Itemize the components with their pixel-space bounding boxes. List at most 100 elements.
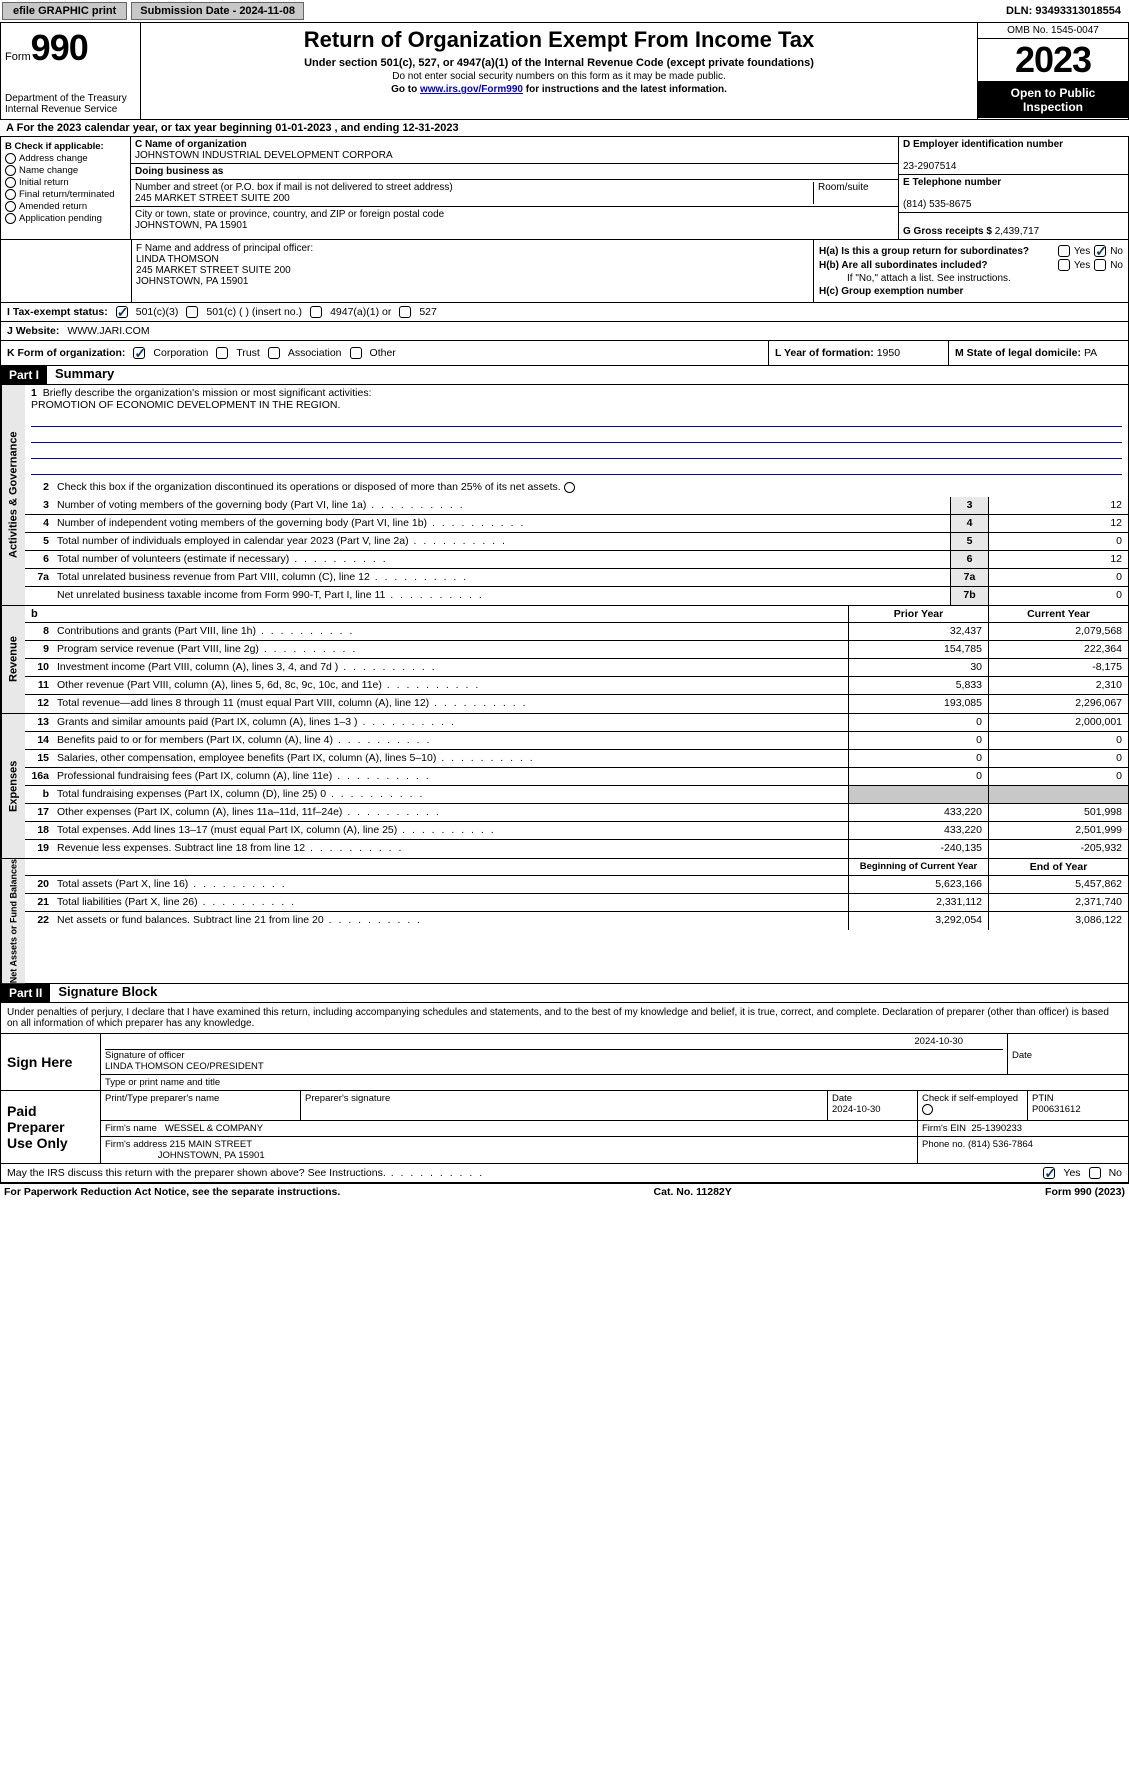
part1-badge: Part I xyxy=(1,366,47,384)
table-row: 10 Investment income (Part VIII, column … xyxy=(25,659,1128,677)
firm-addr1: 215 MAIN STREET xyxy=(170,1139,252,1150)
signature-intro: Under penalties of perjury, I declare th… xyxy=(0,1003,1129,1034)
officer-addr1: 245 MARKET STREET SUITE 200 xyxy=(136,265,291,276)
q1-label: Briefly describe the organization's miss… xyxy=(43,387,372,399)
sig-officer-label: Signature of officer xyxy=(105,1050,185,1061)
footer: For Paperwork Reduction Act Notice, see … xyxy=(0,1183,1129,1200)
firm-phone: (814) 536-7864 xyxy=(968,1139,1033,1150)
table-row: 21 Total liabilities (Part X, line 26) 2… xyxy=(25,894,1128,912)
date-label: Date xyxy=(1012,1050,1032,1061)
i-527[interactable] xyxy=(399,306,411,318)
table-row: 18 Total expenses. Add lines 13–17 (must… xyxy=(25,822,1128,840)
instructions-link[interactable]: www.irs.gov/Form990 xyxy=(420,84,523,95)
discuss-text: May the IRS discuss this return with the… xyxy=(7,1167,484,1179)
discuss-yes[interactable] xyxy=(1043,1167,1055,1179)
box-b-label: B Check if applicable: xyxy=(5,141,126,152)
hb-yes[interactable] xyxy=(1058,259,1070,271)
hb-note: If "No," attach a list. See instructions… xyxy=(819,273,1123,284)
part2-badge: Part II xyxy=(1,984,50,1002)
col-begin: Beginning of Current Year xyxy=(848,859,988,875)
table-row: 6 Total number of volunteers (estimate i… xyxy=(25,551,1128,569)
department: Department of the Treasury Internal Reve… xyxy=(5,93,136,115)
ein-label: D Employer identification number xyxy=(903,139,1063,150)
efile-button[interactable]: efile GRAPHIC print xyxy=(2,2,127,20)
discuss-no[interactable] xyxy=(1089,1167,1101,1179)
k-other[interactable] xyxy=(350,347,362,359)
checkbox-address-change[interactable] xyxy=(5,153,16,164)
m-label: M State of legal domicile: xyxy=(955,347,1081,359)
checkbox-initial-return[interactable] xyxy=(5,177,16,188)
table-row: 3 Number of voting members of the govern… xyxy=(25,497,1128,515)
firm-addr2: JOHNSTOWN, PA 15901 xyxy=(158,1150,265,1161)
table-row: 13 Grants and similar amounts paid (Part… xyxy=(25,714,1128,732)
paid-preparer-label: Paid Preparer Use Only xyxy=(1,1091,101,1163)
gross-value: 2,439,717 xyxy=(995,226,1040,237)
form-title: Return of Organization Exempt From Incom… xyxy=(147,27,971,53)
l-label: L Year of formation: xyxy=(775,347,874,359)
k-trust[interactable] xyxy=(216,347,228,359)
side-governance: Activities & Governance xyxy=(1,385,25,605)
city-label: City or town, state or province, country… xyxy=(135,209,444,220)
ssn-note: Do not enter social security numbers on … xyxy=(147,71,971,82)
hb-no[interactable] xyxy=(1094,259,1106,271)
part2-title: Signature Block xyxy=(50,984,157,1002)
table-row: 9 Program service revenue (Part VIII, li… xyxy=(25,641,1128,659)
table-row: 11 Other revenue (Part VIII, column (A),… xyxy=(25,677,1128,695)
box-h: H(a) Is this a group return for subordin… xyxy=(813,240,1128,302)
box-d-e-g: D Employer identification number 23-2907… xyxy=(898,137,1128,239)
side-netassets: Net Assets or Fund Balances xyxy=(1,859,25,983)
org-name-label: C Name of organization xyxy=(135,139,247,150)
topbar: efile GRAPHIC print Submission Date - 20… xyxy=(0,0,1129,23)
q1-value: PROMOTION OF ECONOMIC DEVELOPMENT IN THE… xyxy=(31,399,340,411)
phone-label: E Telephone number xyxy=(903,177,1001,188)
col-prior: Prior Year xyxy=(848,606,988,622)
phone-value: (814) 535-8675 xyxy=(903,199,971,210)
sign-here-label: Sign Here xyxy=(1,1034,101,1090)
table-row: 5 Total number of individuals employed i… xyxy=(25,533,1128,551)
table-row: 12 Total revenue—add lines 8 through 11 … xyxy=(25,695,1128,713)
q2-checkbox[interactable] xyxy=(564,482,575,493)
revenue-section: Revenue b Prior Year Current Year 8 Cont… xyxy=(0,606,1129,714)
tax-year: 2023 xyxy=(978,39,1128,82)
form-number: 990 xyxy=(31,27,88,68)
box-i: I Tax-exempt status: 501(c)(3) 501(c) ( … xyxy=(0,303,1129,322)
prep-sig-label: Preparer's signature xyxy=(301,1091,828,1120)
hc-label: H(c) Group exemption number xyxy=(819,286,963,297)
k-assoc[interactable] xyxy=(268,347,280,359)
checkbox-app-pending[interactable] xyxy=(5,213,16,224)
i-501c[interactable] xyxy=(186,306,198,318)
self-emp-checkbox[interactable] xyxy=(922,1104,933,1115)
city-value: JOHNSTOWN, PA 15901 xyxy=(135,220,247,231)
footer-cat: Cat. No. 11282Y xyxy=(654,1186,732,1198)
ha-label: H(a) Is this a group return for subordin… xyxy=(819,246,1029,257)
part1-header: Part I Summary xyxy=(0,366,1129,385)
checkbox-name-change[interactable] xyxy=(5,165,16,176)
i-4947[interactable] xyxy=(310,306,322,318)
header-left: Form990 Department of the Treasury Inter… xyxy=(1,23,141,119)
ha-no[interactable] xyxy=(1094,245,1106,257)
checkbox-final-return[interactable] xyxy=(5,189,16,200)
i-label: I Tax-exempt status: xyxy=(7,306,108,318)
firm-ein: 25-1390233 xyxy=(971,1123,1022,1134)
part1-title: Summary xyxy=(47,366,114,384)
sig-date1: 2024-10-30 xyxy=(105,1036,1003,1050)
table-row: 4 Number of independent voting members o… xyxy=(25,515,1128,533)
k-corp[interactable] xyxy=(133,347,145,359)
i-501c3[interactable] xyxy=(116,306,128,318)
inspection-notice: Open to Public Inspection xyxy=(978,82,1128,118)
col-end: End of Year xyxy=(988,859,1128,875)
org-name: JOHNSTOWN INDUSTRIAL DEVELOPMENT CORPORA xyxy=(135,150,393,161)
footer-left: For Paperwork Reduction Act Notice, see … xyxy=(4,1186,340,1198)
paid-preparer-block: Paid Preparer Use Only Print/Type prepar… xyxy=(0,1091,1129,1164)
officer-name: LINDA THOMSON xyxy=(136,254,219,265)
box-klm: K Form of organization: Corporation Trus… xyxy=(0,341,1129,366)
firm-name: WESSEL & COMPANY xyxy=(165,1123,263,1134)
website-value: WWW.JARI.COM xyxy=(67,325,149,337)
self-employed: Check if self-employed xyxy=(918,1091,1028,1120)
hb-label: H(b) Are all subordinates included? xyxy=(819,260,988,271)
table-row: Net unrelated business taxable income fr… xyxy=(25,587,1128,605)
checkbox-amended[interactable] xyxy=(5,201,16,212)
ha-yes[interactable] xyxy=(1058,245,1070,257)
j-label: J Website: xyxy=(7,325,59,337)
q2: Check this box if the organization disco… xyxy=(53,479,1128,497)
